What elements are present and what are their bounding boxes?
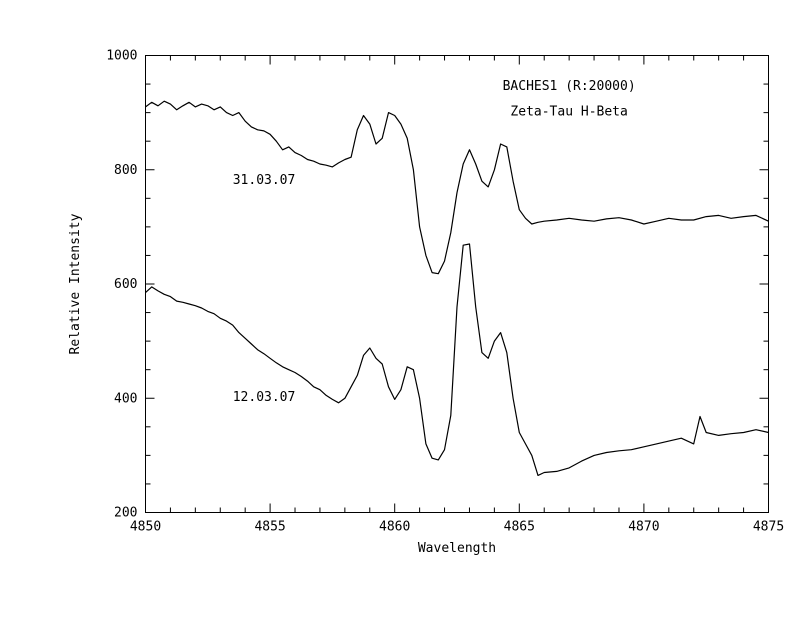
label-date-1: 31.03.07 <box>233 173 296 188</box>
y-tick-label: 800 <box>114 163 137 178</box>
x-tick-label: 4855 <box>254 520 285 535</box>
annotations: BACHES1 (R:20000) Zeta-Tau H-Beta 31.03.07… <box>233 79 636 405</box>
x-tick-label: 4860 <box>379 520 410 535</box>
axis-ticks <box>145 55 769 513</box>
x-tick-label: 4870 <box>628 520 659 535</box>
y-tick-label: 200 <box>114 506 137 521</box>
x-axis-label: Wavelength <box>418 541 496 556</box>
x-tick-label: 4850 <box>130 520 161 535</box>
y-tick-label: 1000 <box>106 49 137 64</box>
plot-frame <box>145 55 769 513</box>
y-axis-label: Relative Intensity <box>68 213 83 354</box>
x-tick-label: 4875 <box>753 520 784 535</box>
series-line-1 <box>145 100 769 275</box>
y-tick-label: 600 <box>114 277 137 292</box>
label-baches: BACHES1 (R:20000) <box>503 79 636 94</box>
label-date-2: 12.03.07 <box>233 390 296 405</box>
series-line-2 <box>145 243 769 476</box>
x-tick-label: 4865 <box>504 520 535 535</box>
series-layer <box>145 100 769 476</box>
label-target: Zeta-Tau H-Beta <box>510 104 627 119</box>
y-tick-label: 400 <box>114 391 137 406</box>
tick-labels: 4850 4855 4860 4865 4870 4875 200 400 600 800 1000 <box>106 49 784 535</box>
